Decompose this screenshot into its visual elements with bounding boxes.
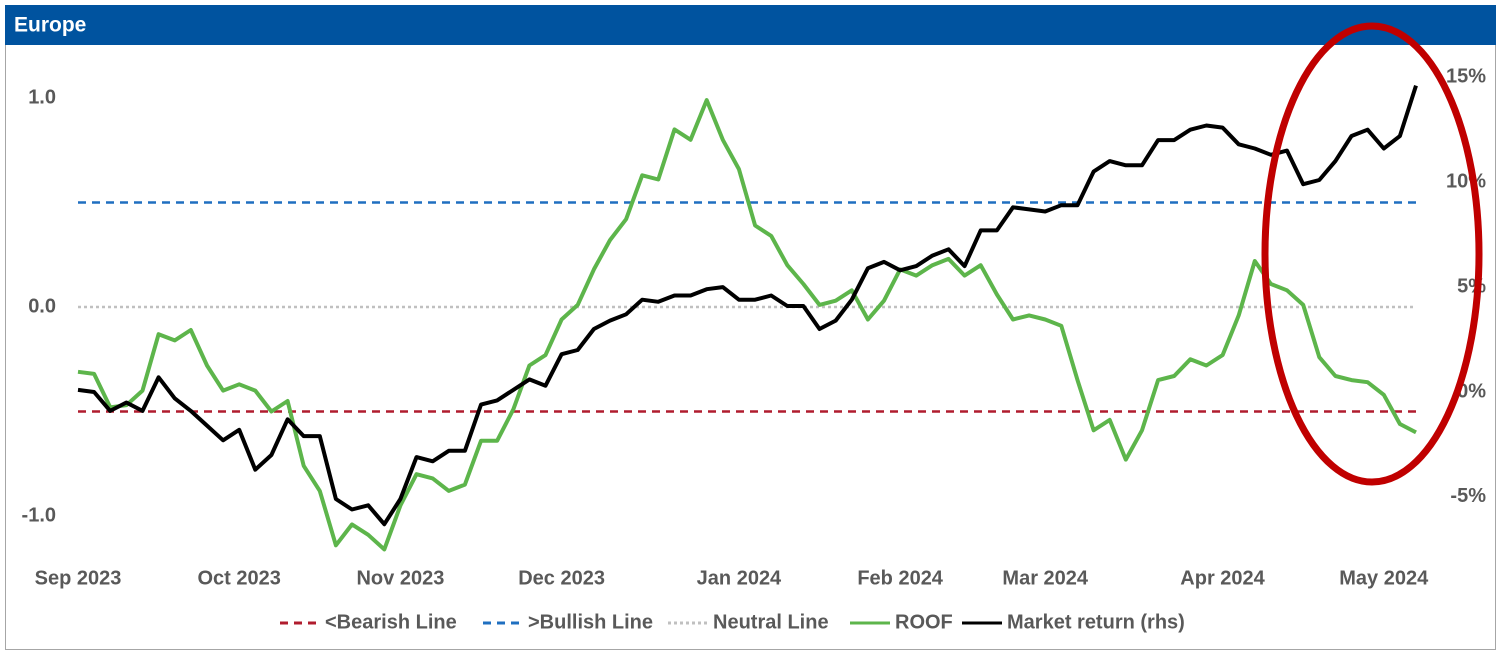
x-tick-label: Sep 2023 — [35, 567, 122, 589]
y-tick-label: 0.0 — [28, 295, 56, 317]
x-tick-label: Mar 2024 — [1002, 567, 1088, 589]
legend-label: Market return (rhs) — [1007, 611, 1185, 633]
y-tick-label: -1.0 — [22, 504, 56, 526]
legend-label: >Bullish Line — [528, 611, 653, 633]
legend-label: <Bearish Line — [325, 611, 457, 633]
x-tick-label: May 2024 — [1339, 567, 1429, 589]
legend-label: ROOF — [895, 611, 953, 633]
y2-tick-label: -5% — [1450, 485, 1486, 507]
x-tick-label: Apr 2024 — [1180, 567, 1265, 589]
x-tick-label: Feb 2024 — [857, 567, 943, 589]
series-line — [77, 84, 1418, 527]
legend-label: Neutral Line — [713, 611, 829, 633]
y2-tick-label: 0% — [1457, 380, 1486, 402]
x-tick-label: Dec 2023 — [518, 567, 605, 589]
x-tick-label: Nov 2023 — [356, 567, 444, 589]
plot: -1.00.01.0-5%0%5%10%15%Sep 2023 Oct 2023 N… — [22, 65, 1487, 633]
x-tick-label: Oct 2023 — [198, 567, 281, 589]
series-line — [77, 98, 1417, 552]
frame — [5, 5, 1496, 650]
x-tick-label: Jan 2024 — [697, 567, 782, 589]
highlight-ellipse — [1261, 22, 1483, 486]
header-bar — [5, 5, 1496, 45]
chart-title: Europe — [14, 14, 86, 37]
y2-tick-label: 15% — [1446, 65, 1486, 87]
y2-tick-label: 10% — [1446, 170, 1486, 192]
y-tick-label: 1.0 — [28, 86, 56, 108]
